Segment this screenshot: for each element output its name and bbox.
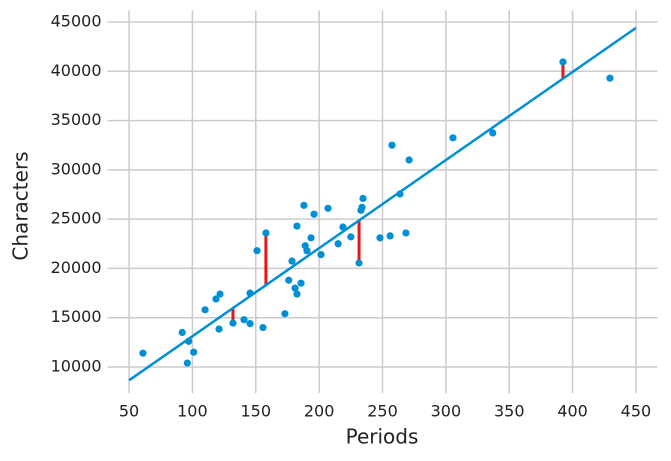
point [246,289,254,297]
point [334,240,342,248]
point [606,74,614,82]
point [288,257,296,265]
y-tick-label: 40000 [51,61,102,80]
x-tick-label: 450 [621,402,652,421]
point [355,259,363,267]
point [559,58,567,66]
point [212,295,220,303]
point [359,194,367,203]
point [281,310,289,318]
point [240,316,248,324]
point [358,203,366,211]
y-tick-label: 30000 [51,159,102,178]
x-tick-label: 300 [431,402,462,421]
point [185,337,193,345]
point [216,290,224,298]
x-tick-label: 250 [367,402,398,421]
point [259,323,267,332]
y-tick-label: 15000 [51,307,102,326]
x-tick-label: 50 [119,402,139,421]
x-tick-label: 400 [557,402,588,421]
point [215,325,223,333]
point [300,201,308,209]
y-tick-label: 20000 [51,258,102,277]
y-tick-label: 45000 [51,12,102,31]
point [317,251,325,259]
point [253,247,261,255]
point [178,328,186,337]
point [376,234,384,242]
point [396,190,404,198]
fit-line [128,26,637,382]
x-tick-label: 200 [304,402,335,421]
point [262,229,270,237]
point [139,349,147,357]
point [405,156,413,164]
point [489,129,497,137]
point [201,306,209,314]
point [297,279,305,287]
point [229,319,237,327]
y-axis-label: Characters [9,151,33,260]
y-tick-label: 35000 [51,110,102,129]
point [246,320,254,328]
point [388,141,396,149]
point [293,290,301,298]
point [303,247,311,255]
x-tick-label: 100 [177,402,208,421]
point [307,234,315,242]
point [285,276,293,284]
point [291,284,299,292]
point [347,233,355,241]
point [339,223,347,231]
point [293,222,301,230]
y-tick-label: 25000 [51,209,102,228]
point [386,232,394,240]
x-axis-label: Periods [346,425,419,449]
point [449,134,457,142]
point [190,348,198,356]
y-tick-label: 10000 [51,356,102,375]
x-tick-label: 350 [494,402,525,421]
x-tick-label: 150 [240,402,271,421]
point [324,204,332,212]
point [402,229,410,237]
point [183,359,191,367]
point [310,210,318,218]
